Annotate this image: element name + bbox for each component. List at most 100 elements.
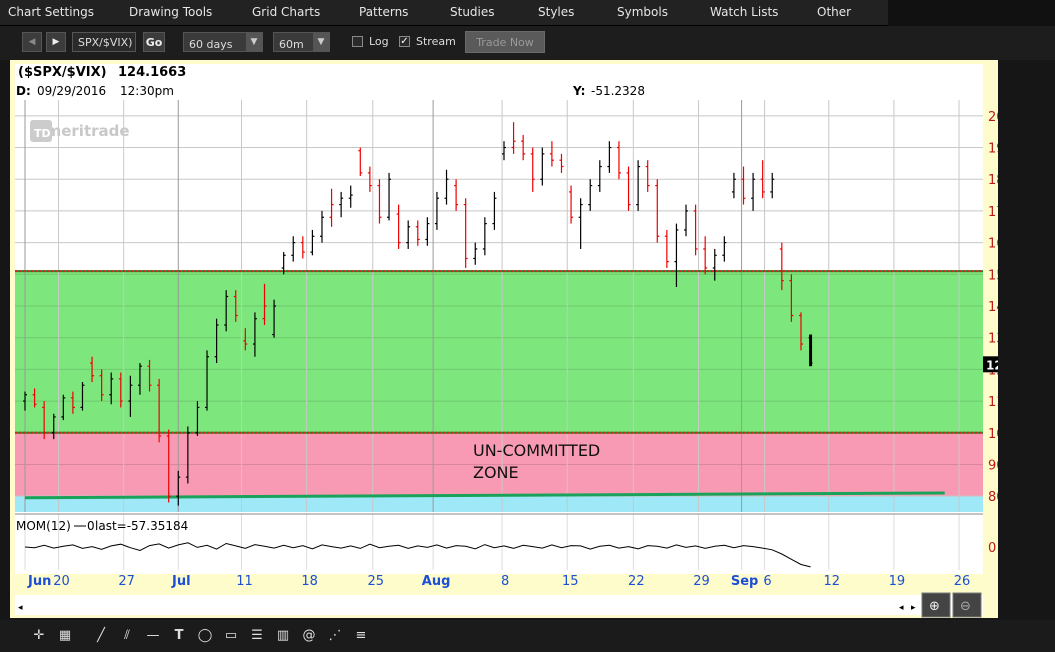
- price-bar: [511, 122, 516, 154]
- menu-chart-settings[interactable]: Chart Settings: [8, 5, 95, 19]
- y-tick-label: 170: [988, 205, 998, 220]
- price-bar: [415, 220, 420, 246]
- rectangle-icon[interactable]: ▭: [224, 627, 238, 643]
- price-bar: [808, 334, 813, 367]
- mom-label: MOM(12): [16, 519, 71, 533]
- price-bar: [80, 382, 85, 411]
- price-header: 124.1663: [118, 65, 186, 80]
- menu-grid-charts[interactable]: Grid Charts: [252, 5, 321, 19]
- price-bar: [693, 204, 698, 256]
- price-bar: [626, 166, 631, 211]
- y-tick-label: 160: [988, 237, 998, 252]
- menu-patterns[interactable]: Patterns: [359, 5, 409, 19]
- price-bar: [224, 290, 229, 332]
- pencil-icon[interactable]: ╱: [97, 627, 105, 643]
- fan-icon[interactable]: ⋰: [328, 627, 342, 643]
- price-bar: [559, 153, 564, 173]
- x-tick-label: 25: [367, 574, 384, 589]
- interval-select[interactable]: 60m ▼: [273, 32, 330, 52]
- price-bar: [569, 185, 574, 224]
- date-value: 09/29/2016: [37, 84, 106, 98]
- zoom-in-button[interactable]: [921, 592, 951, 618]
- back-button[interactable]: ◀: [22, 32, 42, 52]
- price-bar: [434, 191, 439, 230]
- price-bar: [147, 359, 152, 392]
- y-tick-label: 200: [988, 110, 998, 125]
- scrollbar-track[interactable]: [15, 595, 983, 615]
- period-select[interactable]: 60 days ▼: [183, 32, 263, 52]
- log-checkbox[interactable]: [352, 36, 363, 47]
- price-bar: [530, 147, 535, 192]
- scroll-right-icon[interactable]: ▸: [911, 603, 916, 613]
- time-value: 12:30pm: [120, 84, 174, 98]
- y-tick-label: 180: [988, 173, 998, 188]
- price-bar: [262, 283, 267, 326]
- y-tick-label: 100: [988, 427, 998, 442]
- chevron-down-icon: ▼: [246, 33, 262, 51]
- forward-button[interactable]: ▶: [46, 32, 66, 52]
- log-label: Log: [369, 35, 389, 48]
- price-bar: [109, 372, 114, 405]
- line-icon[interactable]: —: [146, 627, 160, 643]
- price-bar: [406, 220, 411, 249]
- scroll-left-icon[interactable]: ◂: [899, 603, 904, 613]
- price-bar: [703, 236, 708, 275]
- scroll-left-icon[interactable]: ◂: [18, 603, 23, 613]
- zone-band: [15, 496, 983, 512]
- price-bar: [205, 350, 210, 411]
- crosshair-icon[interactable]: ✛: [33, 627, 45, 643]
- zone-label: UN-COMMITTED: [473, 441, 600, 460]
- price-bar: [214, 318, 219, 364]
- ruler-icon[interactable]: ⫽: [124, 627, 130, 643]
- interval-value: 60m: [279, 38, 304, 51]
- x-tick-label: 15: [562, 574, 579, 589]
- price-bar: [329, 188, 334, 227]
- spiral-icon[interactable]: @: [302, 627, 316, 643]
- x-tick-label: 11: [236, 574, 253, 589]
- mom-last-label: last=-57.35184: [95, 519, 188, 533]
- momentum-line: [24, 542, 811, 568]
- price-bar: [607, 141, 612, 173]
- menu-styles[interactable]: Styles: [538, 5, 575, 19]
- channel-icon[interactable]: ≡: [355, 627, 367, 643]
- menu-other[interactable]: Other: [817, 5, 852, 19]
- fibonacci-icon[interactable]: ☰: [251, 627, 263, 643]
- chevron-down-icon: ▼: [313, 33, 329, 51]
- gann-icon[interactable]: ▥: [276, 627, 290, 643]
- price-bar: [549, 141, 554, 167]
- price-bar: [473, 242, 478, 265]
- y-tick-label: 130: [988, 332, 998, 347]
- price-bar: [243, 328, 248, 351]
- price-bar: [42, 401, 47, 440]
- ellipse-icon[interactable]: ◯: [197, 627, 213, 643]
- x-tick-label: 26: [954, 574, 971, 589]
- menu-symbols[interactable]: Symbols: [617, 5, 668, 19]
- zone-band: [15, 432, 983, 497]
- price-bar: [636, 160, 641, 211]
- zoom-out-button[interactable]: [952, 592, 982, 618]
- menu-drawing-tools[interactable]: Drawing Tools: [129, 5, 213, 19]
- trade-now-button[interactable]: Trade Now: [465, 31, 545, 53]
- price-bar: [23, 391, 27, 411]
- price-bar: [454, 179, 459, 211]
- x-tick-label: 12: [823, 574, 840, 589]
- price-bar: [684, 204, 689, 237]
- grid-icon[interactable]: ▦: [58, 627, 72, 643]
- text-tool-icon[interactable]: T: [174, 627, 184, 643]
- price-bar: [444, 169, 449, 205]
- menu-studies[interactable]: Studies: [450, 5, 495, 19]
- date-prefix: D:: [16, 84, 31, 98]
- price-bar: [655, 179, 660, 243]
- symbol-input[interactable]: SPX/$VIX): [72, 32, 136, 52]
- price-bar: [751, 172, 756, 211]
- zoom-out-icon: ⊖: [960, 599, 971, 614]
- drawing-toolbar: ✛ ▦ ╱ ⫽ — T ◯ ▭ ☰ ▥ @ ⋰ ≡: [0, 620, 1055, 652]
- stream-checkbox[interactable]: ✓: [399, 36, 410, 47]
- price-bar: [387, 172, 392, 221]
- go-button[interactable]: Go: [143, 32, 165, 52]
- price-bar: [540, 147, 545, 186]
- menu-bar: Chart Settings Drawing Tools Grid Charts…: [0, 0, 888, 26]
- menu-watch-lists[interactable]: Watch Lists: [710, 5, 779, 19]
